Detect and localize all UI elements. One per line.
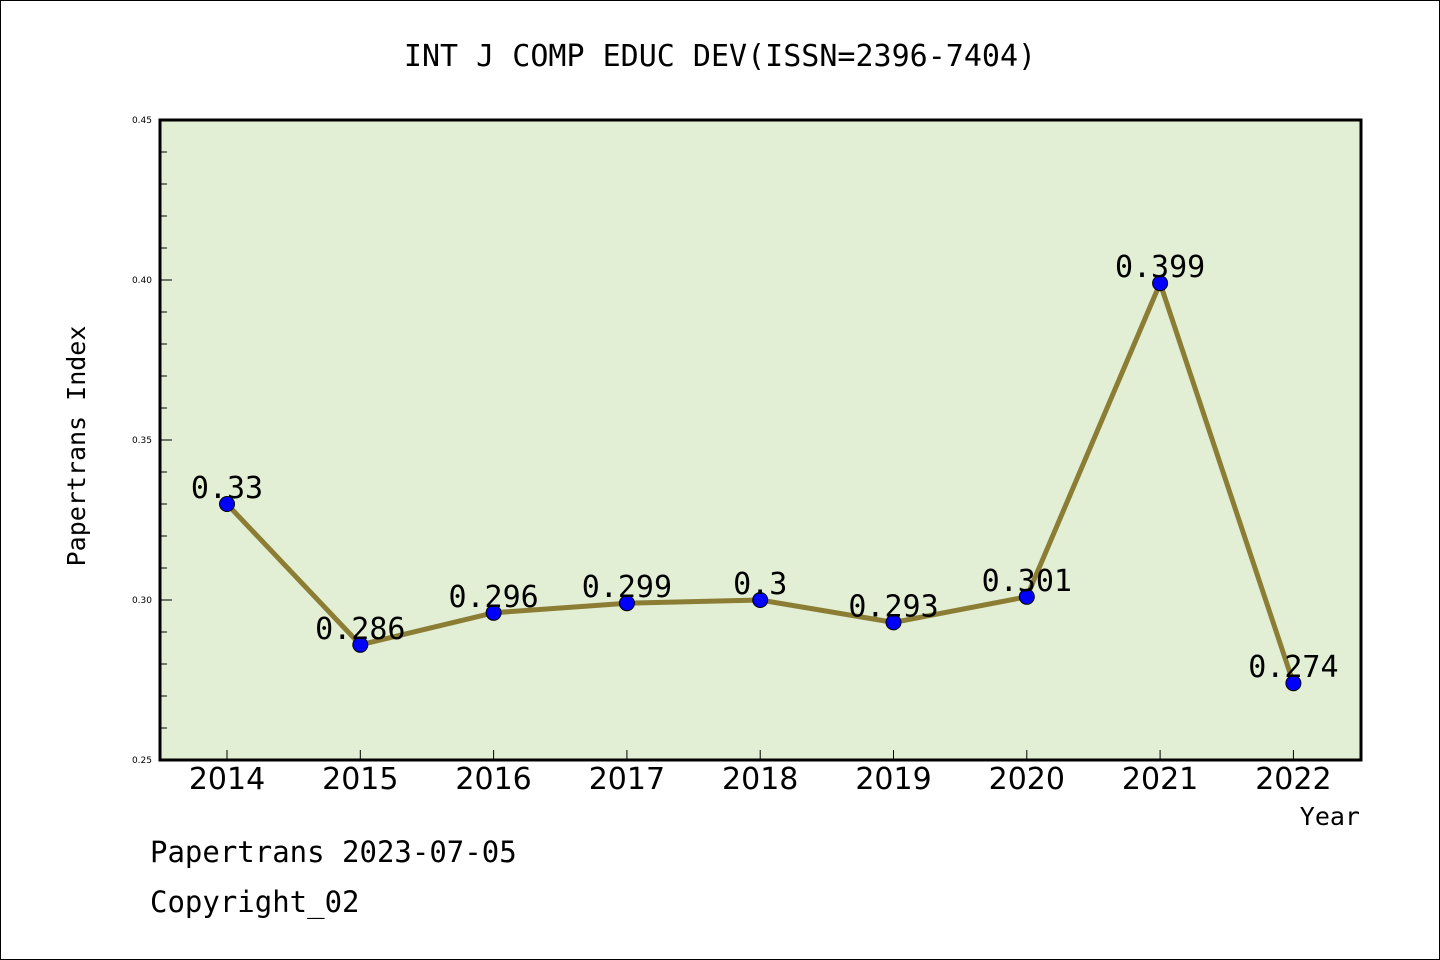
data-label: 0.33 [191,471,263,506]
y-tick-label: 0.45 [132,116,152,126]
y-tick-label: 0.40 [132,276,152,286]
footer-copyright: Copyright_02 [150,885,360,919]
x-tick-label: 2019 [855,762,931,797]
y-tick-label: 0.25 [132,756,152,766]
x-axis-ticks: 2014 2015 2016 2017 2018 2019 2020 2021 2022 [189,750,1332,797]
data-label: 0.286 [315,612,405,647]
x-tick-label: 2014 [189,762,265,797]
data-point [219,496,235,512]
data-label: 0.399 [1115,250,1205,285]
x-tick-label: 2016 [455,762,531,797]
data-label: 0.3 [733,567,787,602]
data-labels: 0.33 0.286 0.296 0.299 0.3 0.293 0.301 0.399 0.2… [191,250,1339,685]
data-point [1285,675,1302,692]
data-label: 0.293 [848,589,938,624]
data-point [618,595,635,612]
footer-date: Papertrans 2023-07-05 [150,835,517,869]
data-point [352,636,369,653]
y-tick-label: 0.30 [132,596,152,606]
y-tick-label: 0.35 [132,436,152,446]
y-axis-label: Papertrans Index [62,326,91,567]
data-label: 0.274 [1248,650,1338,685]
plot-border [158,118,1363,762]
x-tick-label: 2021 [1122,762,1198,797]
data-label: 0.299 [582,570,672,605]
data-label: 0.296 [448,580,538,615]
plot-area [160,120,1361,760]
data-label: 0.301 [982,564,1072,599]
x-tick-label: 2017 [589,762,665,797]
x-tick-label: 2020 [989,762,1065,797]
data-point [752,592,769,608]
chart-title: INT J COMP EDUC DEV(ISSN=2396-7404) [404,39,1036,74]
data-point [1018,588,1035,605]
data-point [485,604,502,621]
x-tick-label: 2022 [1255,762,1331,797]
data-markers [219,275,1302,692]
data-point [885,614,902,631]
x-tick-label: 2015 [322,762,398,797]
data-point [1152,275,1169,292]
x-axis-label: Year [1300,802,1360,831]
x-tick-label: 2018 [722,762,798,797]
